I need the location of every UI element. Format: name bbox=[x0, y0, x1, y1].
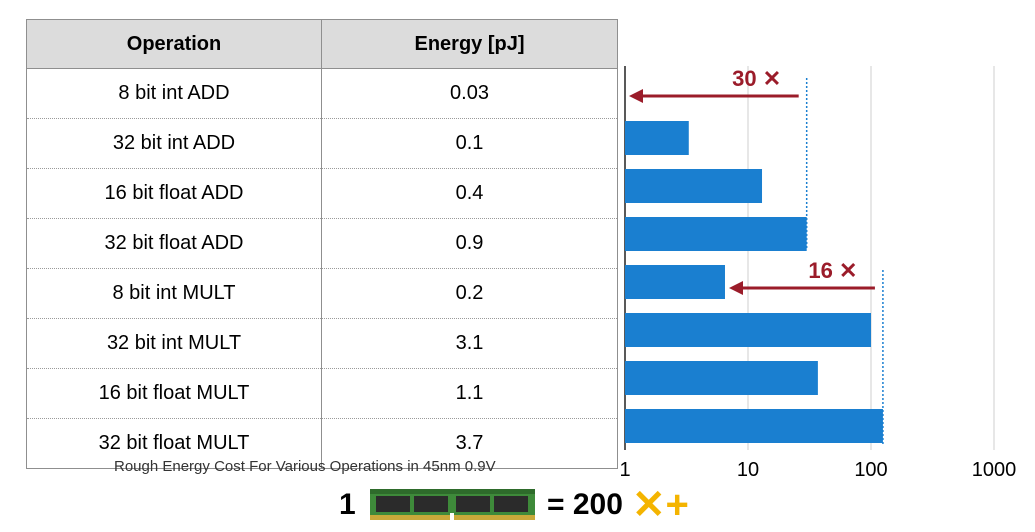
tick-label: 10 bbox=[737, 459, 759, 481]
ram-module-icon bbox=[370, 489, 535, 521]
annotation-label: 30 ✕ bbox=[732, 66, 781, 91]
table-row: 8 bit int ADD 0.03 bbox=[26, 68, 618, 119]
energy-cell: 0.4 bbox=[321, 168, 618, 219]
bar bbox=[625, 265, 725, 299]
bar bbox=[625, 409, 883, 443]
energy-cell: 0.03 bbox=[321, 68, 618, 119]
bar bbox=[625, 361, 818, 395]
energy-cell: 3.1 bbox=[321, 318, 618, 369]
table-row: 32 bit float ADD 0.9 bbox=[26, 218, 618, 269]
operation-cell: 16 bit float ADD bbox=[26, 168, 322, 219]
footer-count: 1 bbox=[339, 488, 356, 521]
operation-cell: 32 bit int MULT bbox=[26, 318, 322, 369]
operation-cell: 32 bit float MULT bbox=[26, 418, 322, 469]
table-row: 16 bit float ADD 0.4 bbox=[26, 168, 618, 219]
operation-cell: 32 bit float ADD bbox=[26, 218, 322, 269]
table-row: 8 bit int MULT 0.2 bbox=[26, 268, 618, 319]
annotation-arrow-head bbox=[629, 89, 643, 103]
table-row: 32 bit float MULT 3.7 bbox=[26, 418, 618, 469]
footer-ops-symbols: ✕+ bbox=[632, 483, 689, 527]
table-row: 32 bit int ADD 0.1 bbox=[26, 118, 618, 169]
energy-cell: 0.1 bbox=[321, 118, 618, 169]
header-energy: Energy [pJ] bbox=[321, 19, 618, 69]
operation-cell: 16 bit float MULT bbox=[26, 368, 322, 419]
energy-cell: 3.7 bbox=[321, 418, 618, 469]
table-row: 32 bit int MULT 3.1 bbox=[26, 318, 618, 369]
tick-label: 100 bbox=[854, 459, 887, 481]
energy-cell: 0.9 bbox=[321, 218, 618, 269]
operation-cell: 8 bit int MULT bbox=[26, 268, 322, 319]
table-caption: Rough Energy Cost For Various Operations… bbox=[114, 458, 496, 475]
annotation-label: 16 ✕ bbox=[808, 258, 857, 283]
table-header-row: Operation Energy [pJ] bbox=[26, 19, 618, 69]
annotation-arrow-head bbox=[728, 281, 743, 295]
energy-cell: 1.1 bbox=[321, 368, 618, 419]
header-operation: Operation bbox=[26, 19, 322, 69]
bar bbox=[625, 217, 807, 251]
energy-bar-chart: 1 10 100 1000 30 ✕ 16 ✕ bbox=[619, 66, 1017, 481]
table-row: 16 bit float MULT 1.1 bbox=[26, 368, 618, 419]
bar bbox=[625, 313, 871, 347]
bar bbox=[625, 121, 689, 155]
footer-equation: 1 = 200 ✕+ bbox=[0, 483, 1035, 530]
table-body: 8 bit int ADD 0.03 32 bit int ADD 0.1 16 bit… bbox=[26, 68, 618, 469]
tick-label: 1 bbox=[619, 459, 630, 481]
bar bbox=[625, 169, 763, 203]
tick-label: 1000 bbox=[972, 459, 1017, 481]
operation-cell: 32 bit int ADD bbox=[26, 118, 322, 169]
footer-equals: = 200 bbox=[547, 488, 623, 521]
operation-cell: 8 bit int ADD bbox=[26, 68, 322, 119]
energy-cell: 0.2 bbox=[321, 268, 618, 319]
energy-table: Operation Energy [pJ] 8 bit int ADD 0.03 3… bbox=[26, 19, 618, 469]
